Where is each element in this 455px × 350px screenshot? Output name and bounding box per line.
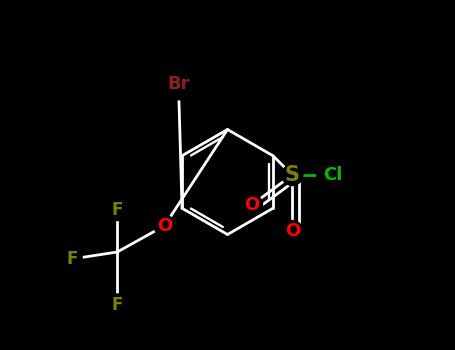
Text: O: O (285, 222, 300, 240)
Circle shape (242, 194, 263, 215)
Text: O: O (244, 196, 260, 214)
Text: F: F (111, 295, 123, 314)
Circle shape (107, 294, 128, 315)
Circle shape (163, 68, 194, 100)
Circle shape (107, 199, 128, 220)
Circle shape (154, 215, 175, 236)
Circle shape (61, 248, 82, 270)
Circle shape (317, 159, 348, 191)
Circle shape (282, 220, 303, 241)
Circle shape (282, 164, 303, 186)
Text: F: F (66, 250, 77, 268)
Text: S: S (285, 165, 300, 185)
Text: O: O (157, 217, 172, 235)
Text: Cl: Cl (323, 166, 342, 184)
Text: F: F (111, 201, 123, 219)
Text: Br: Br (167, 75, 190, 93)
